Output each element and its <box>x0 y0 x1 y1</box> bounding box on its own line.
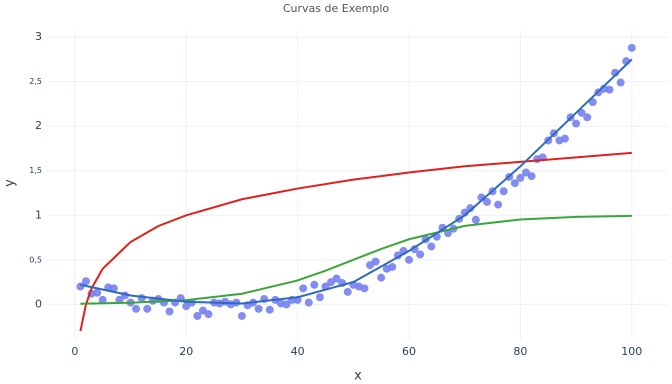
point <box>81 277 90 286</box>
point <box>343 287 352 296</box>
point <box>371 257 380 266</box>
line <box>80 58 633 305</box>
y-tick-label: 0 <box>35 297 42 310</box>
point <box>427 242 436 251</box>
y-tick-label: 0,5 <box>29 255 42 264</box>
point <box>304 298 313 307</box>
point <box>510 179 519 188</box>
point <box>137 294 146 303</box>
point <box>115 295 124 304</box>
point <box>310 280 319 289</box>
y-tick-label: 2,5 <box>29 77 42 86</box>
point <box>132 304 141 313</box>
point <box>93 288 102 297</box>
x-axis-title: x <box>354 369 362 384</box>
y-tick-label: 1 <box>35 208 42 221</box>
y-tick-label: 3 <box>35 30 42 43</box>
point <box>516 173 525 182</box>
point <box>282 300 291 309</box>
point <box>527 172 536 181</box>
chart-title: Curvas de Exemplo <box>283 2 390 15</box>
line <box>79 151 632 332</box>
x-tick-label: 20 <box>179 345 193 358</box>
point <box>332 274 341 283</box>
point <box>560 134 569 143</box>
x-tick-label: 100 <box>621 345 642 358</box>
line <box>80 214 632 305</box>
point <box>405 255 414 264</box>
point <box>482 197 491 206</box>
x-tick-label: 0 <box>71 345 78 358</box>
x-tick-label: 80 <box>513 345 527 358</box>
point <box>605 85 614 94</box>
point <box>299 284 308 293</box>
point <box>616 78 625 87</box>
point <box>377 273 386 282</box>
point <box>109 284 118 293</box>
point <box>254 304 263 313</box>
point <box>143 304 152 313</box>
point <box>360 284 369 293</box>
x-tick-label: 60 <box>402 345 416 358</box>
point <box>471 215 480 224</box>
y-tick-label: 1,5 <box>29 166 42 175</box>
x-tick-label: 40 <box>291 345 305 358</box>
point <box>466 204 475 213</box>
point <box>98 295 107 304</box>
point <box>577 108 586 117</box>
point <box>627 43 636 52</box>
point <box>165 307 174 316</box>
point <box>237 311 246 320</box>
point <box>193 311 202 320</box>
point <box>494 200 503 209</box>
point <box>499 187 508 196</box>
point <box>315 293 324 302</box>
point <box>583 113 592 122</box>
point <box>572 119 581 128</box>
point <box>265 305 274 314</box>
point <box>416 250 425 259</box>
y-tick-label: 2 <box>35 119 42 132</box>
point <box>388 262 397 271</box>
point <box>204 310 213 319</box>
point <box>588 98 597 107</box>
y-axis-title: y <box>3 179 18 187</box>
